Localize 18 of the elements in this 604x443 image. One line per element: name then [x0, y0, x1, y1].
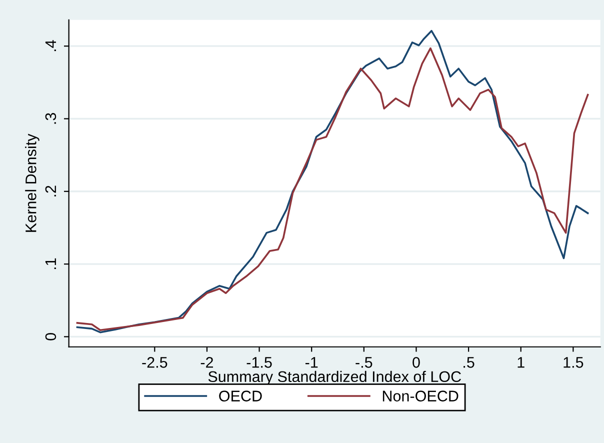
x-axis-title: Summary Standardized Index of LOC	[208, 370, 461, 386]
legend-label: Non-OECD	[382, 390, 458, 402]
x-tick-label: -.5	[356, 357, 372, 368]
legend-label: OECD	[219, 390, 262, 402]
y-tick-label: .2	[45, 186, 56, 196]
y-tick-label: 0	[45, 333, 56, 340]
x-tick-label: .5	[464, 357, 474, 368]
x-tick-label: 0	[412, 356, 420, 368]
y-axis-title: Kernel Density	[25, 134, 40, 232]
x-tick-label: -2.5	[142, 356, 168, 368]
x-tick-label: 1.5	[564, 357, 584, 368]
y-tick-label: .1	[45, 258, 56, 270]
x-tick-label: -2	[200, 356, 213, 368]
x-tick-label: -1.5	[246, 357, 272, 368]
y-tick-label: .4	[45, 40, 56, 52]
y-tick-label: .3	[45, 113, 56, 124]
x-tick-label: 1	[518, 357, 524, 368]
x-tick-label: -1	[305, 357, 318, 368]
